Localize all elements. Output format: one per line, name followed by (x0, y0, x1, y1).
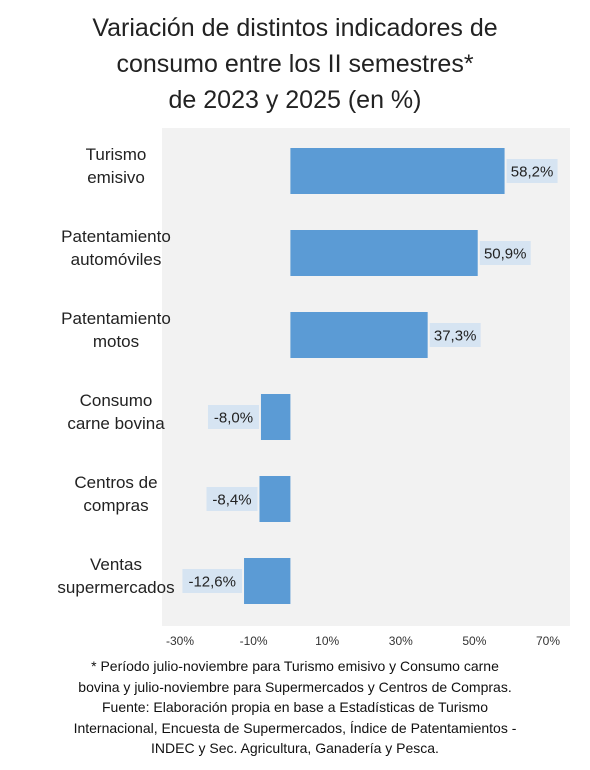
value-label-bg-0 (506, 159, 558, 183)
value-label-bg-3 (207, 405, 259, 429)
category-label-2: Patentamiento motos (61, 309, 171, 351)
x-tick-label-0: -30% (166, 634, 194, 648)
bar-3 (260, 394, 291, 440)
x-tick-label-1: -10% (240, 634, 268, 648)
footnote: * Período julio-noviembre para Turismo e… (0, 656, 590, 759)
x-axis-ticks: -30% -10% 10% 30% 50% 70% (166, 634, 560, 648)
bars-group: Turismo emisivo 58,2% Patentamiento automóvi… (57, 145, 558, 604)
bar-2 (290, 312, 428, 358)
category-label-4: Centros de compras (74, 473, 157, 515)
value-label-bg-1 (479, 241, 531, 265)
category-label-5: Ventas supermercados (57, 555, 174, 597)
value-label-bg-5 (182, 569, 243, 593)
value-label-5: -12,6% (188, 574, 236, 591)
x-tick-label-3: 30% (389, 634, 413, 648)
value-label-0: 58,2% (511, 164, 554, 181)
category-label-3-line-1: carne bovina (67, 414, 165, 433)
x-tick-label-4: 50% (462, 634, 486, 648)
value-label-1: 50,9% (484, 246, 527, 263)
x-tick-label-2: 10% (315, 634, 339, 648)
category-label-2-line-0: Patentamiento (61, 309, 171, 328)
category-label-5-line-1: supermercados (57, 578, 174, 597)
bar-4 (259, 476, 291, 522)
category-label-0-line-1: emisivo (87, 168, 145, 187)
category-label-1-line-1: automóviles (71, 250, 162, 269)
bar-1 (290, 230, 478, 276)
category-label-1: Patentamiento automóviles (61, 227, 171, 269)
category-label-4-line-1: compras (83, 496, 148, 515)
bar-chart: Turismo emisivo 58,2% Patentamiento automóvi… (57, 128, 570, 648)
category-label-5-line-0: Ventas (90, 555, 142, 574)
value-label-bg-4 (206, 487, 258, 511)
chart-title-line-1: Variación de distintos indicadores de (92, 14, 498, 42)
footnote-line-2: bovina y julio-noviembre para Supermerca… (78, 678, 512, 695)
category-label-3-line-0: Consumo (80, 391, 153, 410)
value-label-3: -8,0% (214, 410, 253, 427)
chart-title-line-2: consumo entre los II semestres* (116, 50, 474, 78)
value-label-2: 37,3% (434, 328, 477, 345)
chart-title-line-3: de 2023 y 2025 (en %) (168, 86, 422, 114)
value-label-4: -8,4% (212, 492, 251, 509)
category-label-1-line-0: Patentamiento (61, 227, 171, 246)
category-label-0-line-0: Turismo (86, 145, 147, 164)
chart-title: Variación de distintos indicadores de co… (0, 10, 590, 118)
plot-area (162, 128, 570, 626)
value-label-bg-2 (429, 323, 481, 347)
category-label-0: Turismo emisivo (86, 145, 147, 187)
footnote-line-3: Fuente: Elaboración propia en base a Est… (102, 699, 488, 715)
category-label-3: Consumo carne bovina (67, 391, 165, 433)
x-tick-label-5: 70% (536, 634, 560, 648)
category-label-2-line-1: motos (93, 332, 139, 351)
footnote-line-4: Internacional, Encuesta de Supermercados… (73, 719, 517, 736)
bar-5 (244, 558, 291, 604)
footnote-line-5: INDEC y Sec. Agricultura, Ganadería y Pe… (151, 740, 439, 756)
footnote-line-1: * Período julio-noviembre para Turismo e… (91, 658, 499, 674)
bar-0 (290, 148, 505, 194)
category-label-4-line-0: Centros de (74, 473, 157, 492)
